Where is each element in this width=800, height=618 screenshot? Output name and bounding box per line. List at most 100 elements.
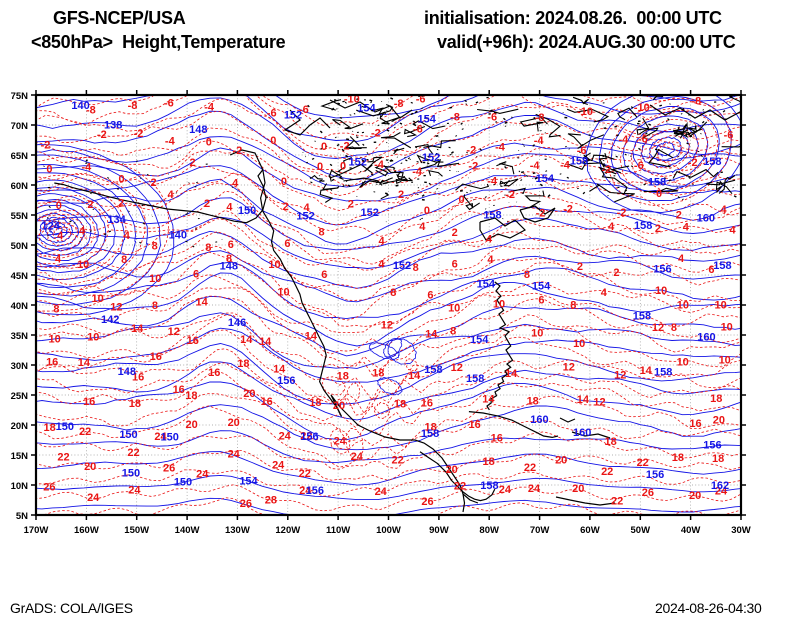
svg-text:8: 8 <box>121 254 127 266</box>
svg-text:14: 14 <box>240 334 253 346</box>
svg-text:150: 150 <box>119 429 137 441</box>
svg-text:18: 18 <box>482 456 494 468</box>
svg-text:10: 10 <box>677 299 689 311</box>
svg-text:12: 12 <box>168 326 180 338</box>
svg-text:14: 14 <box>640 365 653 377</box>
svg-text:156: 156 <box>277 375 295 387</box>
svg-text:4: 4 <box>608 221 615 233</box>
svg-text:158: 158 <box>648 177 666 189</box>
svg-text:14: 14 <box>195 297 208 309</box>
svg-text:110W: 110W <box>326 525 350 536</box>
svg-text:18: 18 <box>710 393 722 405</box>
svg-text:2: 2 <box>283 201 289 213</box>
svg-text:60N: 60N <box>11 181 29 192</box>
svg-text:150: 150 <box>238 205 256 217</box>
svg-text:-4: -4 <box>495 142 506 154</box>
svg-text:4: 4 <box>168 189 175 201</box>
svg-text:124: 124 <box>42 221 61 233</box>
svg-text:158: 158 <box>713 260 731 272</box>
svg-text:14: 14 <box>425 329 438 341</box>
svg-text:150: 150 <box>161 432 179 444</box>
svg-text:10: 10 <box>48 334 60 346</box>
svg-text:20: 20 <box>572 483 584 495</box>
svg-text:158: 158 <box>483 209 501 221</box>
svg-text:4: 4 <box>124 230 131 242</box>
svg-text:10: 10 <box>714 300 726 312</box>
svg-text:158: 158 <box>634 220 652 232</box>
svg-text:140: 140 <box>71 100 89 112</box>
svg-text:-8: -8 <box>128 100 138 112</box>
svg-text:24: 24 <box>228 449 241 461</box>
svg-text:75N: 75N <box>11 91 29 102</box>
svg-text:60W: 60W <box>580 525 600 536</box>
svg-text:24: 24 <box>528 483 541 495</box>
svg-text:-2: -2 <box>688 157 698 169</box>
svg-text:22: 22 <box>637 457 649 469</box>
svg-text:162: 162 <box>711 480 729 492</box>
svg-text:24: 24 <box>375 486 388 498</box>
svg-text:-4: -4 <box>619 134 630 146</box>
svg-text:18: 18 <box>43 422 55 434</box>
svg-text:152: 152 <box>349 157 367 169</box>
svg-text:8: 8 <box>450 326 456 338</box>
svg-text:-4: -4 <box>412 166 423 178</box>
svg-text:2: 2 <box>577 261 583 273</box>
svg-text:4: 4 <box>232 177 239 189</box>
svg-text:152: 152 <box>296 211 314 223</box>
svg-text:154: 154 <box>357 103 376 115</box>
svg-text:100W: 100W <box>376 525 401 536</box>
svg-text:148: 148 <box>118 366 136 378</box>
svg-text:152: 152 <box>393 260 411 272</box>
svg-text:20: 20 <box>84 461 96 473</box>
svg-text:20: 20 <box>713 414 725 426</box>
svg-text:6: 6 <box>427 290 433 302</box>
svg-text:18: 18 <box>372 368 384 380</box>
svg-text:8: 8 <box>390 287 396 299</box>
svg-text:18: 18 <box>185 390 197 402</box>
svg-text:-2: -2 <box>536 208 546 220</box>
svg-text:30W: 30W <box>731 525 751 536</box>
svg-text:50W: 50W <box>631 525 651 536</box>
svg-text:8: 8 <box>524 269 530 281</box>
svg-text:26: 26 <box>163 463 175 475</box>
svg-text:12: 12 <box>381 320 393 332</box>
svg-text:6: 6 <box>321 269 327 281</box>
svg-text:146: 146 <box>228 317 246 329</box>
svg-text:0: 0 <box>424 205 430 217</box>
svg-text:-8: -8 <box>394 98 404 110</box>
svg-text:-4: -4 <box>534 135 545 147</box>
svg-text:10: 10 <box>91 293 103 305</box>
svg-text:148: 148 <box>220 260 238 272</box>
svg-text:2: 2 <box>118 197 124 209</box>
svg-text:150W: 150W <box>124 525 149 536</box>
svg-text:20N: 20N <box>11 421 29 432</box>
svg-text:14: 14 <box>131 323 144 335</box>
svg-text:-2: -2 <box>468 160 478 172</box>
svg-text:154: 154 <box>418 113 437 125</box>
svg-text:154: 154 <box>477 279 496 291</box>
svg-text:-6: -6 <box>634 160 644 172</box>
svg-text:24: 24 <box>499 484 512 496</box>
svg-text:20: 20 <box>446 464 458 476</box>
svg-text:18: 18 <box>337 371 349 383</box>
svg-text:0: 0 <box>118 174 124 186</box>
svg-text:14: 14 <box>78 357 91 369</box>
svg-text:150: 150 <box>56 421 74 433</box>
svg-text:10: 10 <box>77 259 89 271</box>
svg-text:8: 8 <box>152 300 158 312</box>
svg-text:20: 20 <box>243 388 255 400</box>
svg-text:2: 2 <box>150 177 156 189</box>
svg-text:-8: -8 <box>691 96 701 108</box>
svg-text:4: 4 <box>79 225 86 237</box>
svg-text:134: 134 <box>107 214 126 226</box>
svg-text:-6: -6 <box>724 130 734 142</box>
svg-text:14: 14 <box>505 368 518 380</box>
svg-text:16: 16 <box>187 335 199 347</box>
svg-text:8: 8 <box>205 242 211 254</box>
svg-text:152: 152 <box>361 207 379 219</box>
svg-text:0: 0 <box>56 200 62 212</box>
svg-text:22: 22 <box>79 426 91 438</box>
svg-text:20: 20 <box>333 400 345 412</box>
svg-text:0: 0 <box>281 176 287 188</box>
svg-text:20: 20 <box>689 490 701 502</box>
